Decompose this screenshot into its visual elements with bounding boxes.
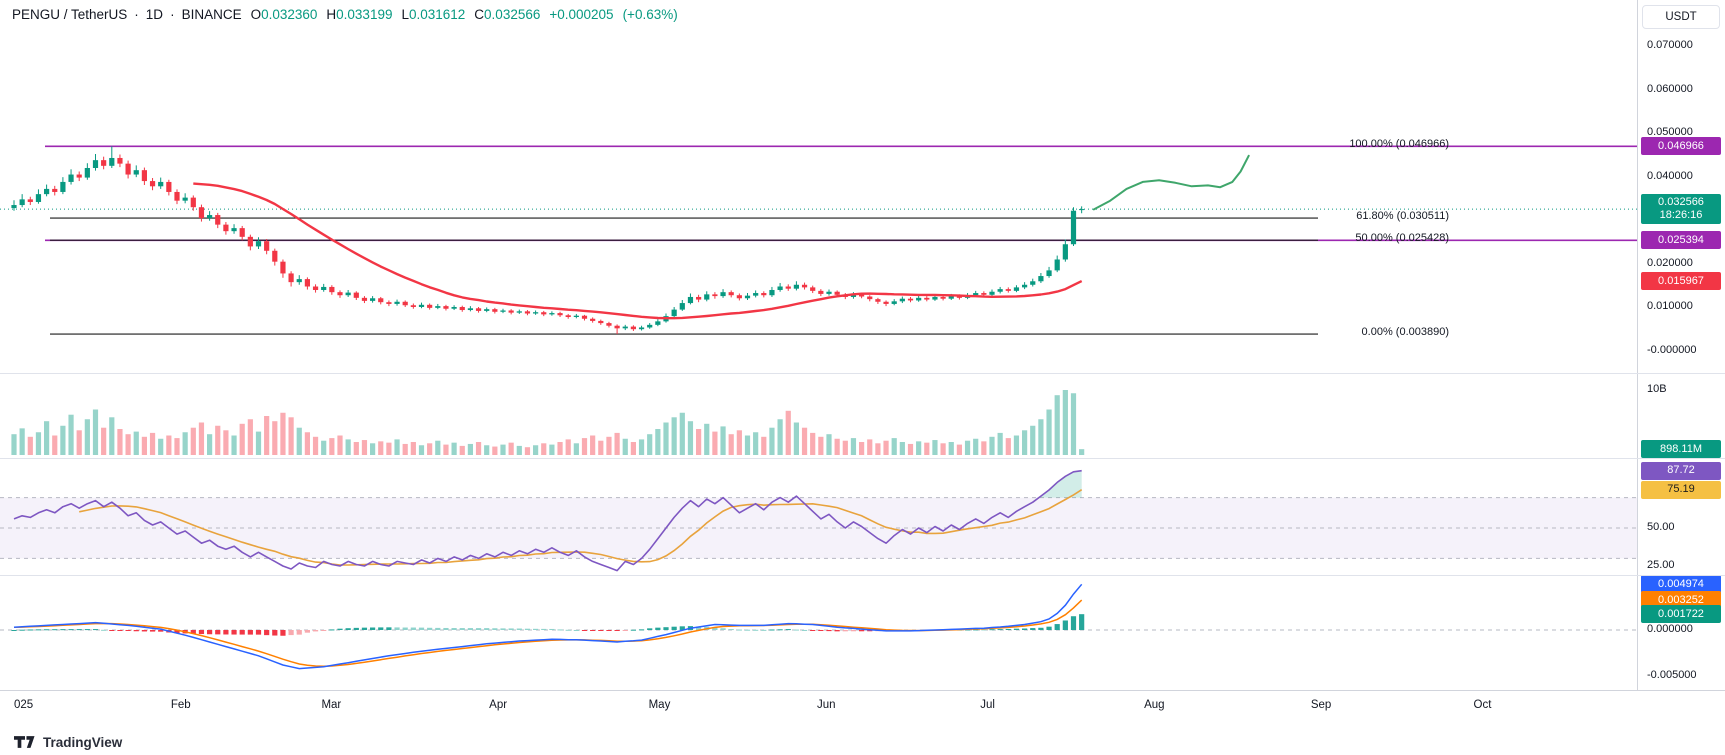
price-tick: 0.040000: [1647, 169, 1693, 182]
price-tick: 0.060000: [1647, 82, 1693, 95]
tradingview-logo-icon: [14, 736, 35, 748]
macd-tick: -0.005000: [1647, 669, 1697, 681]
macd-hist-badge: 0.001722: [1641, 605, 1721, 624]
rsi-value-badge: 87.72: [1641, 461, 1721, 480]
fib-level-label: 100.00% (0.046966): [1349, 138, 1449, 151]
low-value: 0.031612: [408, 7, 466, 22]
symbol-header: PENGU / TetherUS · 1D · BINANCE O 0.03236…: [12, 7, 678, 22]
symbol-name[interactable]: PENGU / TetherUS: [12, 7, 128, 22]
countdown-timer: 18:26:16: [1659, 209, 1703, 222]
tradingview-logo-text: TradingView: [43, 734, 123, 750]
time-axis-label: Oct: [1473, 699, 1492, 711]
rsi-tick: 25.00: [1647, 559, 1675, 571]
fib-level-label: 0.00% (0.003890): [1361, 326, 1449, 339]
price-tick: -0.000000: [1647, 343, 1697, 356]
interval-label[interactable]: 1D: [145, 7, 164, 22]
volume-value-badge: 898.11M: [1641, 440, 1721, 459]
time-axis-label: 025: [14, 699, 34, 711]
macd-signal-badge: 0.003252: [1641, 591, 1721, 610]
ma-red-line: [193, 182, 1083, 320]
macd-value-badge: 0.004974: [1641, 575, 1721, 594]
separator-dot: ·: [134, 7, 139, 22]
change-absolute: +0.000205: [549, 7, 614, 22]
rsi-series: [13, 469, 1083, 572]
rsi-ma-value-badge: 75.19: [1641, 480, 1721, 499]
rsi-line: [13, 469, 1082, 572]
high-label: H: [326, 7, 337, 22]
fib-retracement[interactable]: [50, 217, 1318, 335]
time-axis-label: Feb: [170, 699, 191, 711]
pane-separator[interactable]: [0, 458, 1725, 459]
time-axis-label: Aug: [1144, 699, 1165, 711]
price-tick: 0.050000: [1647, 126, 1693, 139]
close-value: 0.032566: [484, 7, 541, 22]
time-axis-label: Mar: [321, 699, 342, 711]
separator-dot: ·: [170, 7, 175, 22]
volume-tick: 10B: [1647, 383, 1667, 395]
exchange-label[interactable]: BINANCE: [181, 7, 242, 22]
price-tick: 0.020000: [1647, 256, 1693, 269]
fib-level-label: 50.00% (0.025428): [1355, 232, 1449, 245]
open-value: 0.032360: [261, 7, 318, 22]
pane-separator[interactable]: [0, 575, 1725, 576]
time-axis-label: Jun: [816, 699, 836, 711]
time-axis-label: Jul: [980, 699, 995, 711]
open-label: O: [250, 7, 262, 22]
low-label: L: [401, 7, 409, 22]
volume-series: [11, 390, 1085, 455]
macd-series: [11, 583, 1085, 670]
horizontal-rays[interactable]: [45, 145, 1637, 242]
price-tick: 0.070000: [1647, 39, 1693, 51]
rsi-band: [0, 497, 1637, 559]
last-price-badge: 0.032566 18:26:16: [1641, 194, 1721, 225]
change-percent: (+0.63%): [622, 7, 678, 22]
fib-level-label: 61.80% (0.030511): [1356, 210, 1449, 223]
macd-tick: 0.000000: [1647, 623, 1693, 635]
rsi-ma-line: [79, 489, 1083, 566]
time-axis-label: Sep: [1310, 699, 1332, 711]
pane-separator[interactable]: [0, 373, 1725, 374]
trend-projection-drawing[interactable]: [1092, 154, 1250, 211]
macd-line: [13, 583, 1083, 670]
ma-price-badge: 0.015967: [1641, 272, 1721, 291]
price-axis[interactable]: USDT 0.070000 0.060000 0.050000 0.040000 0.0…: [1637, 0, 1725, 690]
rsi-tick: 50.00: [1647, 521, 1675, 533]
currency-unit-button[interactable]: USDT: [1642, 5, 1720, 29]
horizontal-ray-price-badge: 0.025394: [1641, 231, 1721, 250]
fib-high-price-badge: 0.046966: [1641, 137, 1721, 156]
time-axis[interactable]: 025 Feb Mar Apr May Jun Jul Aug Sep Oct: [0, 690, 1725, 725]
price-tick: 0.010000: [1647, 300, 1693, 313]
time-axis-label: Apr: [489, 699, 508, 711]
high-value: 0.033199: [336, 7, 393, 22]
time-axis-label: May: [648, 699, 671, 711]
tradingview-logo[interactable]: TradingView: [14, 734, 122, 750]
close-label: C: [474, 7, 485, 22]
